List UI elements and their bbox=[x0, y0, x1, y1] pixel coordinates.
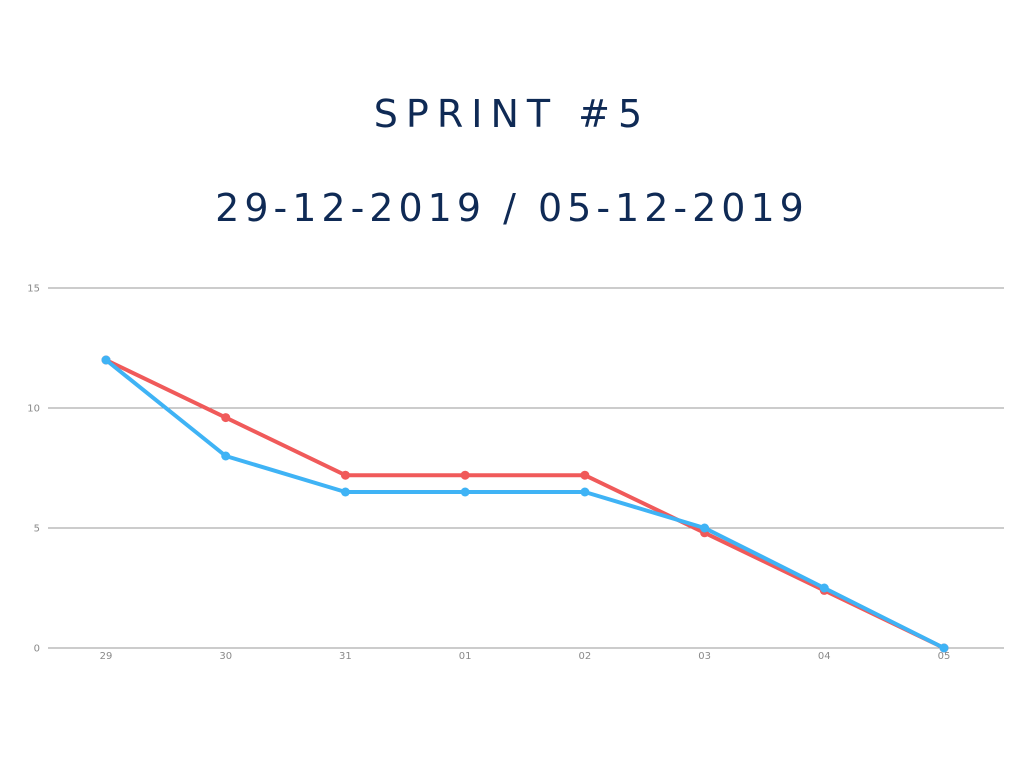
series-2 bbox=[102, 356, 949, 653]
series-lines bbox=[102, 356, 949, 653]
x-tick-label: 02 bbox=[578, 651, 591, 662]
grid bbox=[48, 288, 1004, 648]
x-tick-label: 04 bbox=[818, 651, 831, 662]
x-tick-label: 30 bbox=[219, 651, 232, 662]
x-tick-label: 05 bbox=[938, 651, 951, 662]
series-line bbox=[106, 360, 944, 648]
y-tick-label: 15 bbox=[27, 284, 40, 295]
y-tick-label: 10 bbox=[27, 404, 40, 415]
data-point bbox=[102, 356, 111, 365]
y-axis-ticks: 0 5 10 15 bbox=[27, 284, 40, 655]
series-1 bbox=[102, 356, 949, 653]
x-axis-ticks: 29 30 31 01 02 03 04 05 bbox=[100, 651, 951, 662]
x-tick-label: 01 bbox=[459, 651, 472, 662]
data-point bbox=[700, 524, 709, 533]
x-tick-label: 31 bbox=[339, 651, 352, 662]
data-point bbox=[940, 644, 949, 653]
data-point bbox=[820, 584, 829, 593]
y-tick-label: 0 bbox=[34, 644, 40, 655]
x-tick-label: 29 bbox=[100, 651, 113, 662]
data-point bbox=[341, 471, 350, 480]
data-point bbox=[341, 488, 350, 497]
data-point bbox=[221, 452, 230, 461]
data-point bbox=[461, 471, 470, 480]
series-line bbox=[106, 360, 944, 648]
x-tick-label: 03 bbox=[698, 651, 711, 662]
data-point bbox=[221, 413, 230, 422]
y-tick-label: 5 bbox=[34, 524, 40, 535]
data-point bbox=[580, 488, 589, 497]
data-point bbox=[580, 471, 589, 480]
data-point bbox=[461, 488, 470, 497]
